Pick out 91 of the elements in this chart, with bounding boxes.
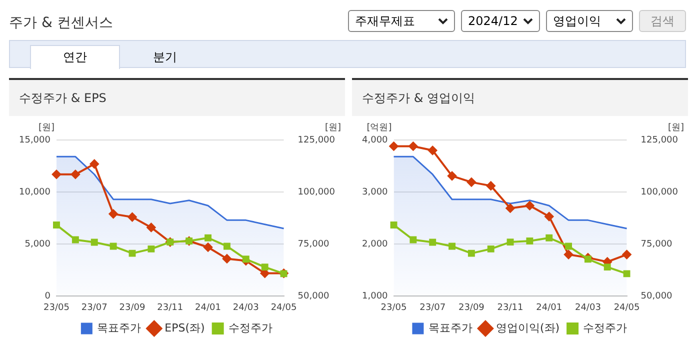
chart-title: 수정주가 & EPS [9, 80, 345, 116]
x-tick-label: 24/05 [270, 302, 297, 313]
point [204, 234, 212, 242]
point [584, 256, 592, 263]
point [410, 236, 417, 244]
x-tick-label: 23/07 [420, 302, 446, 313]
y2-axis-title: [원] [668, 122, 684, 133]
point [242, 256, 250, 263]
x-tick-label: 23/09 [458, 302, 485, 313]
point [261, 264, 268, 271]
point [148, 245, 155, 252]
y2-tick-label: 75,000 [640, 239, 673, 250]
x-tick-label: 24/01 [195, 302, 221, 313]
point [429, 238, 436, 246]
text: 주재무제표 [355, 12, 415, 30]
point [90, 238, 98, 246]
point [506, 204, 515, 213]
x-tick-label: 23/11 [157, 302, 184, 313]
y-tick-label: 5,000 [24, 239, 51, 250]
point [223, 242, 230, 250]
legend-label: EPS(좌) [164, 321, 205, 334]
legend-label: 수정주가 [228, 321, 272, 334]
point [468, 250, 475, 257]
point [544, 212, 554, 222]
point [487, 245, 494, 252]
point [70, 170, 80, 179]
x-tick-label: 23/07 [81, 302, 108, 313]
x-tick-label: 24/01 [536, 302, 562, 313]
point [90, 159, 99, 168]
y-tick-label: 15,000 [18, 135, 51, 146]
y-axis-title: [원] [38, 122, 54, 133]
y-tick-label: 0 [44, 292, 51, 302]
y2-tick-label: 125,000 [640, 135, 678, 146]
x-tick-label: 23/05 [380, 302, 407, 313]
y2-tick-label: 100,000 [640, 187, 678, 198]
point [428, 146, 438, 155]
point [390, 222, 398, 228]
text: 2024/12 [468, 14, 518, 28]
x-tick-label: 23/11 [497, 302, 524, 313]
text: 영업이익 [553, 12, 601, 30]
x-tick-label: 24/05 [614, 302, 640, 313]
point [389, 142, 398, 151]
x-tick-label: 23/09 [119, 302, 146, 313]
point [448, 171, 457, 180]
point [72, 236, 79, 244]
y-tick-label: 10,000 [18, 187, 51, 198]
legend-label: 목표주가 [97, 321, 142, 334]
point [222, 254, 232, 264]
point [486, 181, 496, 190]
y2-axis-title: [원] [324, 122, 341, 133]
point [623, 270, 630, 278]
point [564, 250, 574, 260]
legend-label: 영업이익(좌) [496, 321, 560, 334]
point [525, 201, 534, 210]
x-tick-label: 24/03 [574, 302, 601, 313]
y2-tick-label: 125,000 [298, 135, 336, 146]
y-tick-label: 3,000 [362, 187, 388, 198]
chart-title: 수정주가 & 영업이익 [352, 80, 688, 116]
x-tick-label: 24/03 [232, 302, 259, 313]
point [408, 142, 418, 151]
point [546, 234, 553, 242]
y2-tick-label: 50,000 [298, 292, 330, 302]
point [506, 238, 514, 246]
point [108, 209, 118, 218]
text: 연간 [30, 45, 120, 69]
point [448, 242, 456, 250]
point [53, 222, 60, 228]
point [565, 242, 572, 250]
legend-label: 목표주가 [428, 321, 472, 334]
text: 검색 [639, 10, 686, 32]
y2-tick-label: 100,000 [298, 187, 336, 198]
point [204, 242, 213, 252]
y-tick-label: 4,000 [362, 135, 388, 146]
x-tick-label: 23/05 [44, 302, 70, 313]
legend-label: 수정주가 [583, 321, 628, 334]
point [128, 250, 136, 257]
text: 주가 & 컨센서스 [9, 14, 113, 32]
point [622, 250, 632, 260]
y2-tick-label: 75,000 [298, 239, 330, 250]
point [604, 264, 611, 271]
point [128, 212, 137, 222]
y2-tick-label: 50,000 [640, 292, 673, 302]
point [146, 222, 156, 232]
text: 분기 [152, 48, 178, 66]
point [466, 178, 476, 187]
y-tick-label: 1,000 [362, 292, 388, 302]
point [52, 170, 61, 179]
point [526, 238, 534, 244]
y-tick-label: 2,000 [362, 239, 388, 250]
y-axis-title: [억원] [366, 122, 392, 133]
point [110, 242, 117, 250]
